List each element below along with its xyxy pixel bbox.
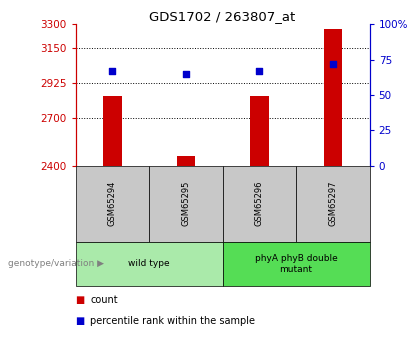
Text: ■: ■	[76, 316, 85, 326]
Text: GSM65296: GSM65296	[255, 181, 264, 226]
Point	[182, 71, 189, 77]
Bar	[324, 29, 342, 166]
Bar	[103, 96, 121, 166]
Text: wild type: wild type	[128, 259, 170, 268]
Title: GDS1702 / 263807_at: GDS1702 / 263807_at	[150, 10, 296, 23]
Text: genotype/variation ▶: genotype/variation ▶	[8, 259, 105, 268]
Text: count: count	[90, 295, 118, 305]
Bar	[177, 156, 195, 166]
Point	[330, 61, 336, 67]
Text: percentile rank within the sample: percentile rank within the sample	[90, 316, 255, 326]
Text: GSM65295: GSM65295	[181, 181, 190, 226]
Text: GSM65294: GSM65294	[108, 181, 117, 226]
Text: ■: ■	[76, 295, 85, 305]
Text: GSM65297: GSM65297	[328, 181, 337, 226]
Text: phyA phyB double
mutant: phyA phyB double mutant	[255, 254, 338, 274]
Bar	[250, 97, 268, 166]
Point	[109, 68, 116, 73]
Point	[256, 68, 263, 73]
